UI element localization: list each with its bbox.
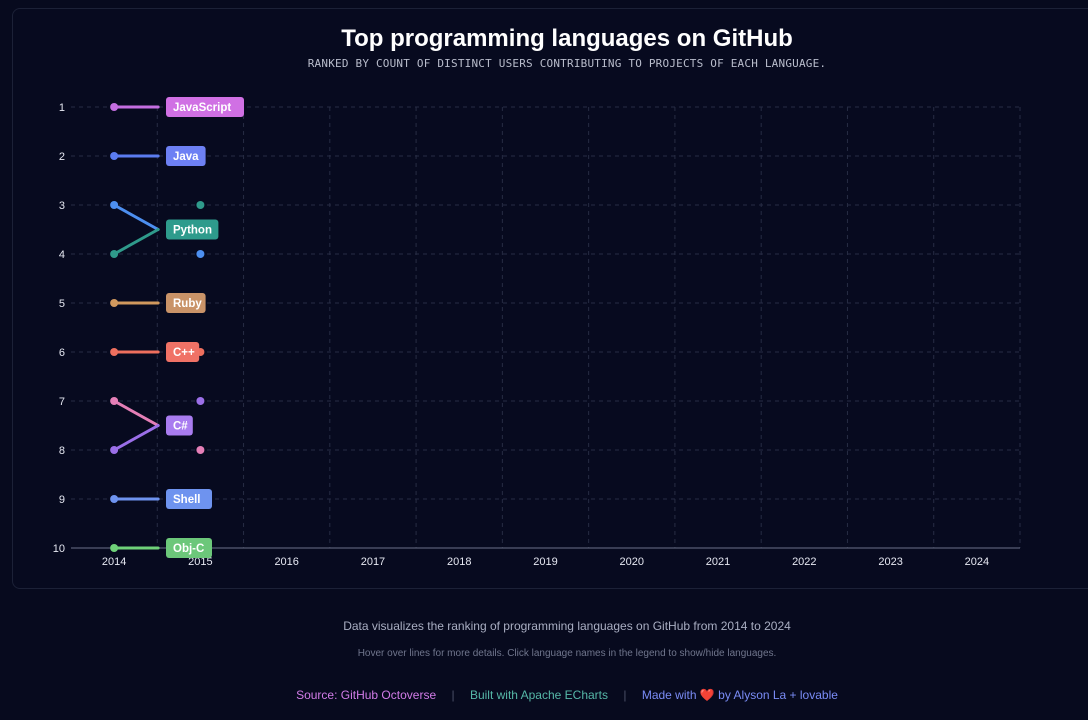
language-label-badge [166, 415, 193, 436]
chart-subtitle: RANKED BY COUNT OF DISTINCT USERS CONTRI… [307, 57, 827, 70]
x-tick-label: 2019 [533, 556, 557, 568]
series-line [112, 424, 160, 452]
x-tick-label: 2020 [620, 556, 644, 568]
data-point [110, 446, 119, 454]
data-point [196, 446, 205, 454]
language-label: JavaScript [173, 102, 231, 114]
y-tick-label: 4 [59, 249, 65, 261]
language-label: Obj-C [173, 543, 204, 555]
data-point [110, 299, 119, 307]
y-tick-label: 10 [53, 543, 65, 555]
made-with-prefix: Made with [641, 688, 697, 702]
language-label-badge [166, 538, 212, 558]
y-tick-label: 6 [59, 347, 65, 359]
x-tick-label: 2015 [188, 556, 212, 568]
x-tick-label: 2018 [447, 556, 471, 568]
credits-bar: Source: GitHub Octoverse | Built with Ap… [0, 688, 1088, 702]
made-with-link[interactable]: Made with ❤️ by Alyson La + lovable [642, 688, 838, 702]
data-point [110, 495, 119, 503]
series-line [112, 228, 160, 256]
data-point [110, 348, 119, 356]
language-label: Java [173, 151, 199, 163]
language-label-badge [166, 342, 200, 362]
y-tick-label: 7 [59, 396, 65, 408]
data-point [110, 152, 119, 160]
data-point [110, 103, 119, 111]
language-label: C# [173, 421, 188, 433]
footer-description: Data visualizes the ranking of programmi… [343, 619, 791, 633]
data-point [110, 397, 119, 405]
ranking-chart[interactable]: 1 2 3 4 5 6 7 8 9 10 2014 2015 2016 2017 2018 2019 2020 2… [0, 0, 1088, 590]
x-tick-label: 2014 [102, 556, 126, 568]
x-tick-label: 2021 [706, 556, 730, 568]
heart-icon: ❤️ [699, 688, 715, 702]
language-label: Ruby [173, 298, 202, 310]
made-with-suffix: by Alyson La + lovable [718, 688, 838, 702]
source-link[interactable]: Source: GitHub Octoverse [296, 688, 437, 702]
data-point [196, 201, 205, 209]
data-point [196, 250, 205, 258]
y-tick-label: 1 [59, 102, 65, 114]
credits-separator: | [623, 688, 627, 702]
x-tick-label: 2023 [878, 556, 902, 568]
series-line [112, 399, 160, 427]
language-label-badge [166, 489, 212, 509]
series-line [112, 203, 160, 231]
data-point [110, 544, 119, 552]
footer-hint: Hover over lines for more details. Click… [357, 648, 777, 659]
x-tick-label: 2016 [274, 556, 298, 568]
y-tick-label: 5 [59, 298, 65, 310]
language-label: Python [173, 225, 212, 237]
x-tick-label: 2017 [361, 556, 385, 568]
chart-title: Top programming languages on GitHub [341, 25, 793, 52]
data-point [110, 201, 119, 209]
language-label-badge [166, 219, 219, 240]
data-point [196, 397, 205, 405]
language-label-badge [166, 97, 244, 117]
x-tick-label: 2022 [792, 556, 816, 568]
y-tick-label: 8 [59, 445, 65, 457]
language-label-badge [166, 293, 206, 313]
y-tick-label: 9 [59, 494, 65, 506]
credits-separator: | [451, 688, 455, 702]
echarts-link[interactable]: Built with Apache ECharts [469, 688, 609, 702]
y-tick-label: 2 [59, 151, 65, 163]
x-tick-label: 2024 [965, 556, 989, 568]
y-tick-label: 3 [59, 200, 65, 212]
language-label: C++ [173, 347, 195, 359]
language-label-badge [166, 146, 206, 166]
data-point [110, 250, 119, 258]
language-label: Shell [173, 494, 200, 506]
